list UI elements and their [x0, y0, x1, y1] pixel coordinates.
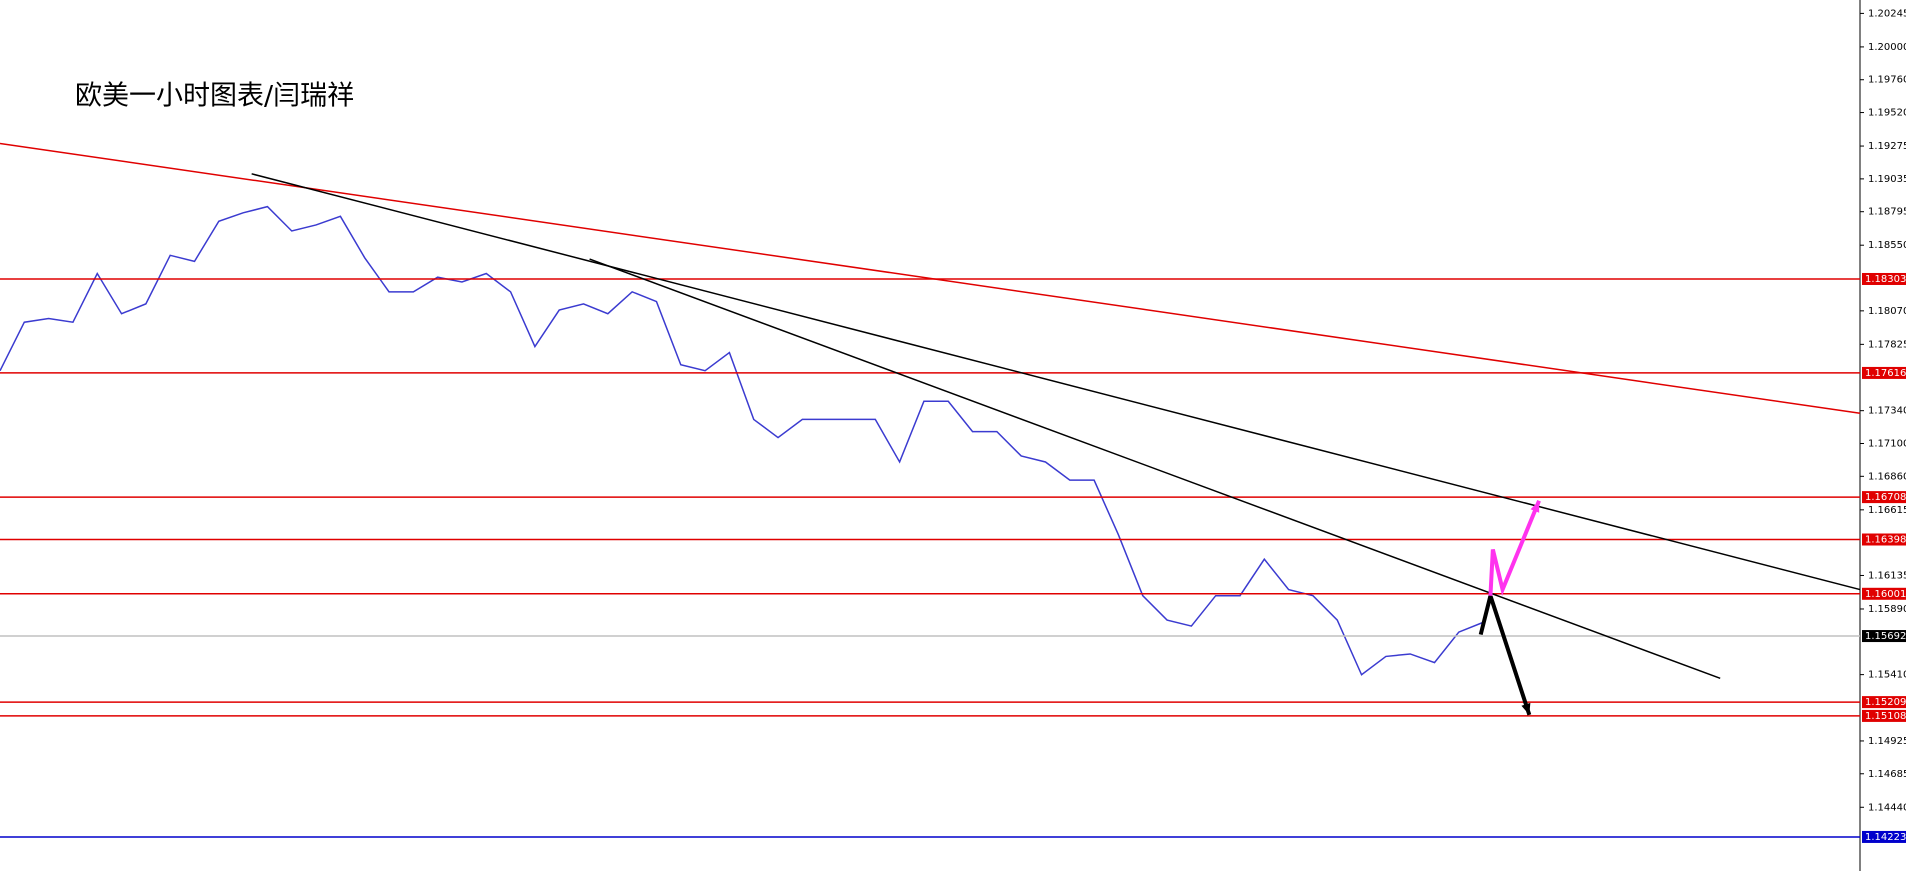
- y-tick-label: 1.17340: [1868, 406, 1906, 417]
- y-tick-label: 1.14685: [1868, 769, 1906, 780]
- level-label: 1.16001: [1865, 589, 1906, 600]
- level-label-box: [1862, 491, 1906, 504]
- level-label-box: [1862, 587, 1906, 600]
- y-tick-label: 1.20245: [1868, 8, 1906, 19]
- level-label-box: [1862, 696, 1906, 709]
- y-tick-label: 1.19760: [1868, 75, 1906, 86]
- level-label-box: [1862, 272, 1906, 285]
- level-label: 1.15108: [1865, 711, 1906, 722]
- price-line: [0, 205, 1484, 676]
- y-tick-label: 1.16135: [1868, 570, 1906, 581]
- level-label: 1.16398: [1865, 535, 1906, 546]
- level-label: 1.18303: [1865, 274, 1906, 285]
- y-tick-label: 1.19520: [1868, 108, 1906, 119]
- arrow-head: [1521, 702, 1531, 715]
- level-label-box: [1862, 709, 1906, 722]
- y-tick-label: 1.15410: [1868, 670, 1906, 681]
- y-tick-label: 1.15890: [1868, 604, 1906, 615]
- y-tick-label: 1.19035: [1868, 174, 1906, 185]
- trendline: [589, 258, 1721, 680]
- y-tick-label: 1.16615: [1868, 505, 1906, 516]
- y-tick-label: 1.14440: [1868, 802, 1906, 813]
- chart-title: 欧美一小时图表/闫瑞祥: [75, 81, 354, 112]
- level-label: 1.15209: [1865, 697, 1906, 708]
- forecast-arrow: [1488, 500, 1541, 597]
- level-label: 1.15692: [1865, 631, 1906, 642]
- y-tick-label: 1.18070: [1868, 306, 1906, 317]
- y-tick-label: 1.18550: [1868, 240, 1906, 251]
- y-tick-label: 1.14925: [1868, 736, 1906, 747]
- y-tick-label: 1.17825: [1868, 339, 1906, 350]
- level-label-box: [1862, 366, 1906, 379]
- level-label: 1.14223: [1865, 832, 1906, 843]
- arrow-head: [1530, 500, 1540, 513]
- level-label: 1.17616: [1865, 368, 1906, 379]
- y-tick-label: 1.16860: [1868, 471, 1906, 482]
- level-label: 1.16708: [1865, 492, 1906, 503]
- y-tick-label: 1.17100: [1868, 439, 1906, 450]
- y-tick-label: 1.20000: [1868, 42, 1906, 53]
- level-label-box: [1862, 830, 1906, 843]
- level-label-box: [1862, 630, 1906, 643]
- y-tick-label: 1.19275: [1868, 141, 1906, 152]
- trendline: [251, 173, 1861, 591]
- level-label-box: [1862, 533, 1906, 546]
- y-tick-label: 1.18795: [1868, 207, 1906, 218]
